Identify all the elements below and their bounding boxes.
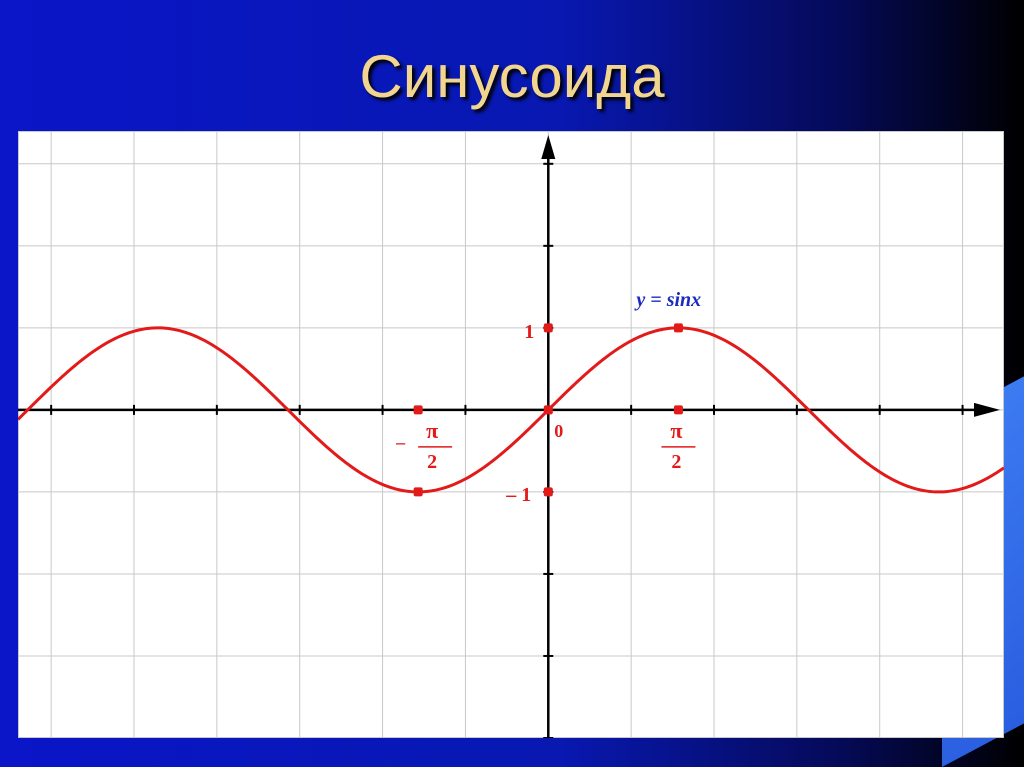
marked-point [543,487,553,497]
origin-label: 0 [554,421,563,441]
plot-area: y = sinx 1 – 1 0 π 2 – π 2 [18,131,1004,738]
marked-point [413,405,423,415]
chart-labels: y = sinx 1 – 1 0 π 2 – π 2 [395,289,701,506]
grid [18,131,1004,738]
slide-title: Синусоида [359,43,665,110]
axes [18,135,1000,738]
pi-half-denominator: 2 [671,451,681,473]
marked-points [413,323,683,497]
y-axis-arrow [541,135,556,159]
sine-chart: y = sinx 1 – 1 0 π 2 – π 2 [18,131,1004,738]
sine-curve [18,326,1004,494]
marked-point [543,405,553,415]
marked-point [673,323,683,333]
plot-border [18,131,1004,738]
marked-point [673,405,683,415]
neg-pi-half-denominator: 2 [427,451,437,473]
neg-pi-half-numerator: π [426,418,438,443]
y-label-one: 1 [524,321,534,343]
marked-point [543,323,553,333]
x-axis-arrow [974,402,1000,417]
function-label: y = sinx [634,289,701,311]
neg-pi-half-minus: – [395,432,406,452]
marked-point [413,487,423,497]
y-label-minus-one: – 1 [505,484,531,506]
axis-ticks [50,162,964,738]
pi-half-numerator: π [670,418,682,443]
